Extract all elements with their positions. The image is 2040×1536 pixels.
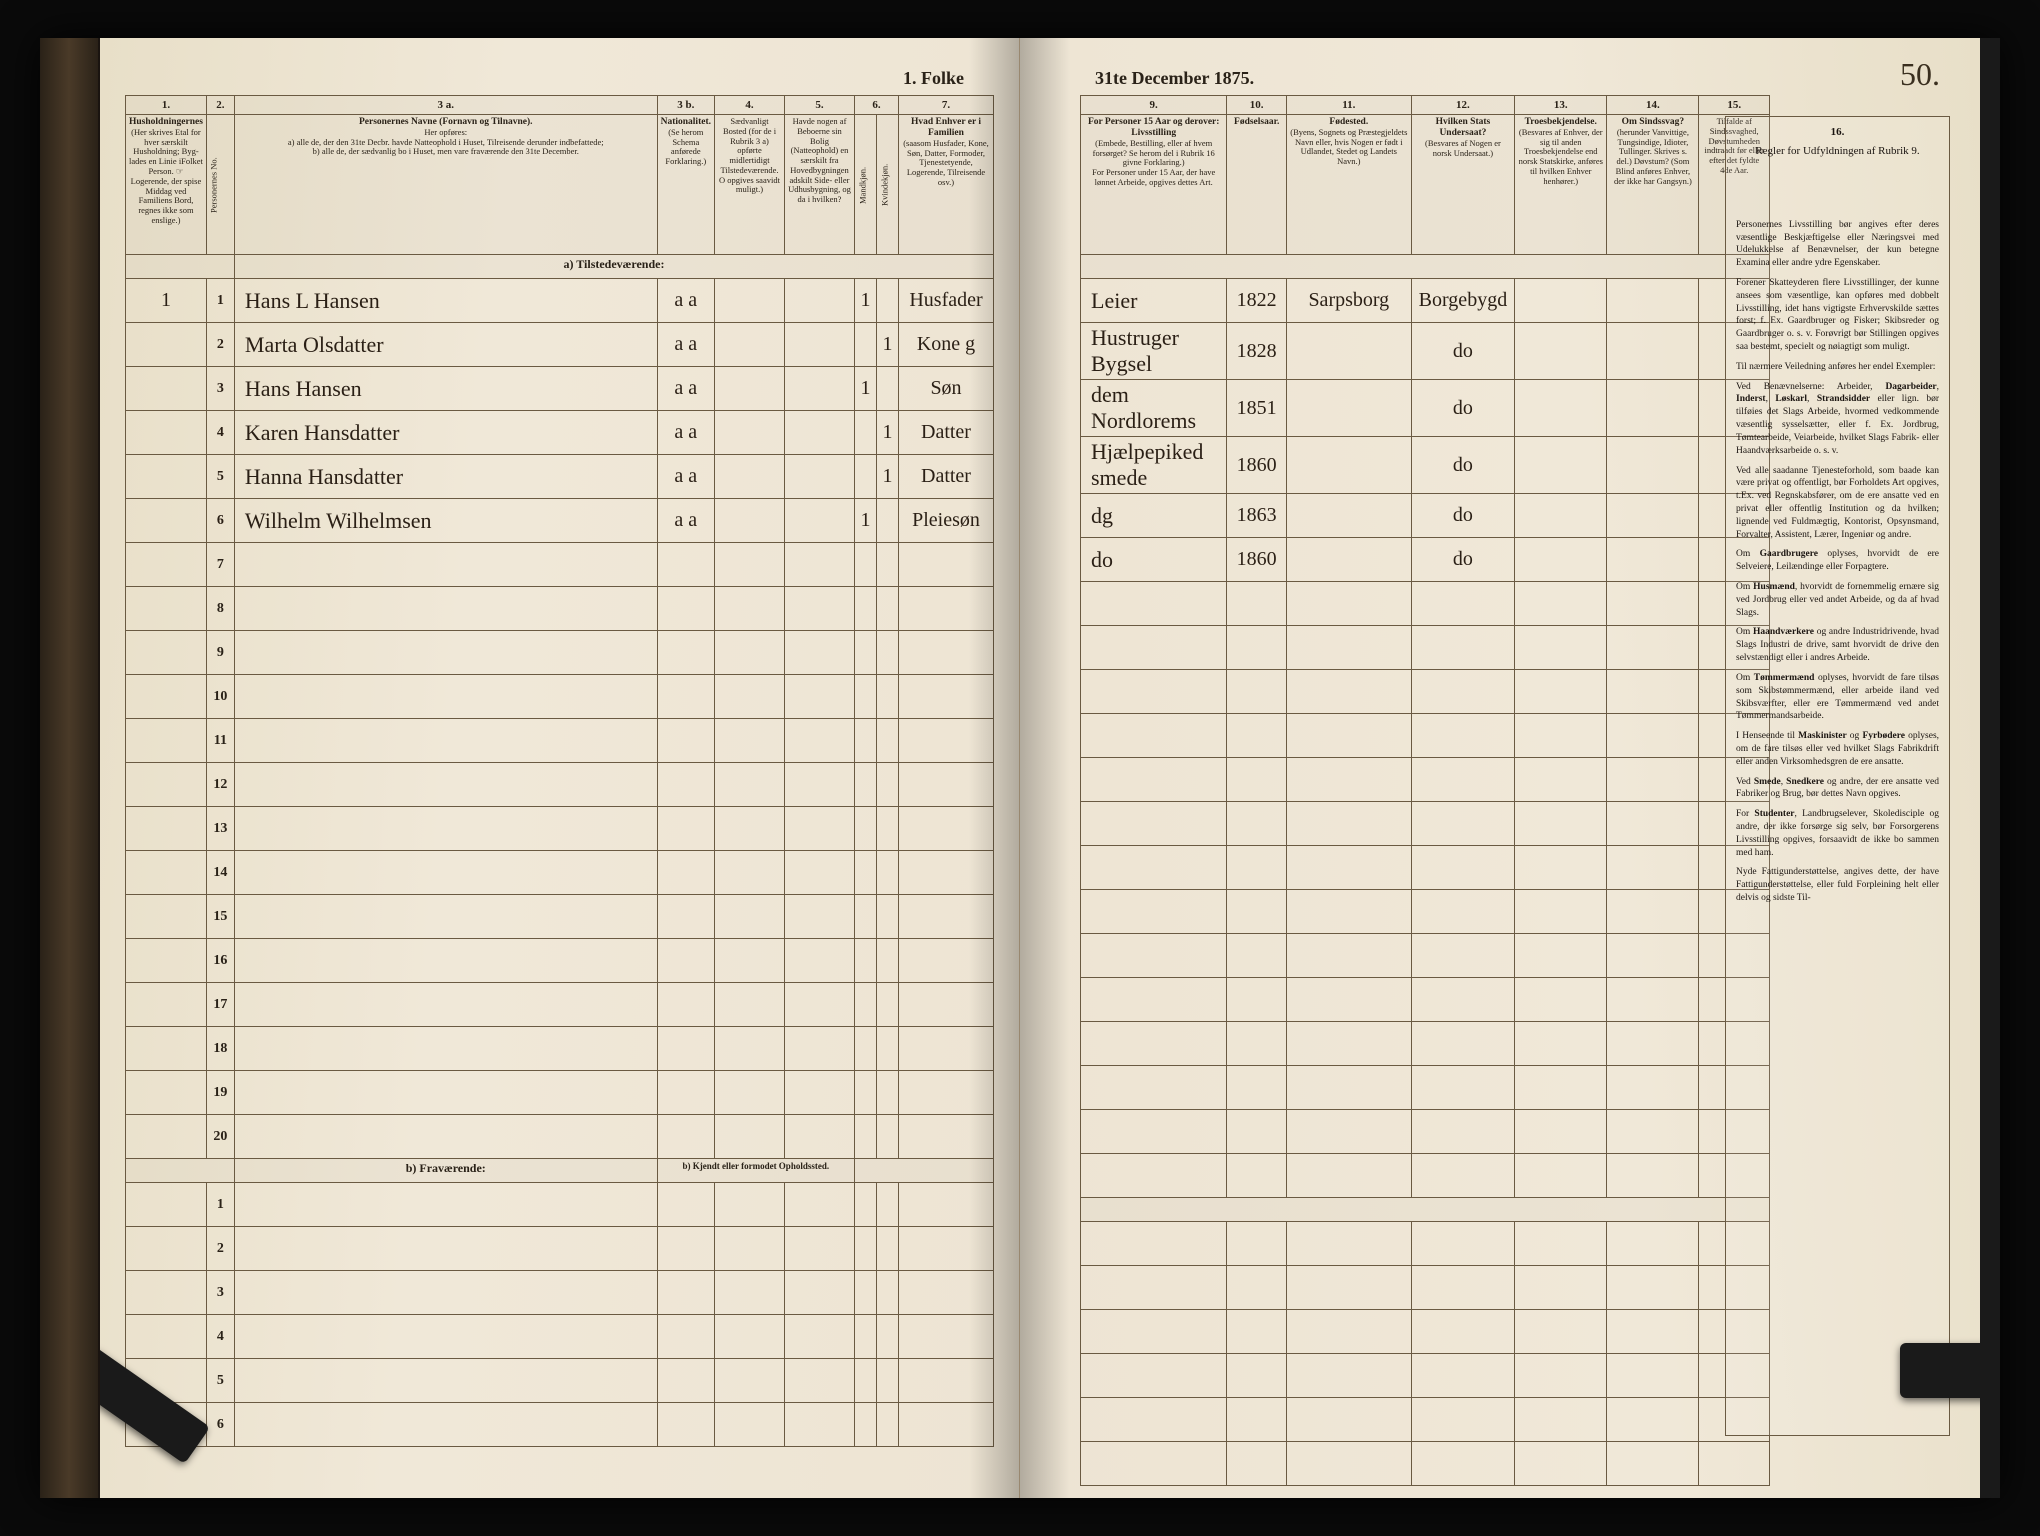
table-row: 3 Hans Hansena a 1Søn (126, 367, 994, 411)
colnum: 11. (1286, 96, 1411, 115)
header-cell: Mandkjøn. (855, 115, 877, 255)
header-cell: Troesbekjendelse.(Besvares af Enhver, de… (1515, 115, 1607, 255)
rules-paragraph: I Henseende til Maskinister og Fyrbødere… (1736, 730, 1939, 768)
header-cell: Fødested.(Byens, Sognets og Præstegjelde… (1286, 115, 1411, 255)
census-ledger-book: 1. Folke 1. 2. 3 a. 3 b. 4. 5. 6. 7. Hus… (40, 38, 2000, 1498)
header-row: Husholdningernes(Her skrives Etal for hv… (126, 115, 994, 255)
rules-title: Regler for Udfyldningen af Rubrik 9. (1736, 144, 1939, 159)
colnum: 4. (715, 96, 785, 115)
rules-paragraph: Personernes Livsstilling bør angives eft… (1736, 219, 1939, 270)
header-cell: Nationalitet.(Se herom Schema anførede F… (657, 115, 714, 255)
table-row: 6 Wilhelm Wilhelmsena a 1Pleiesøn (126, 499, 994, 543)
colnum: 5. (785, 96, 855, 115)
colnum: 3 b. (657, 96, 714, 115)
table-row: 11 Hans L Hansena a 1Husfader (126, 279, 994, 323)
header-cell: For Personer 15 Aar og derover: Livsstil… (1081, 115, 1227, 255)
rules-paragraph: Om Gaardbrugere oplyses, hvorvidt de ere… (1736, 548, 1939, 574)
header-cell: Havde nogen af Beboerne sin Bolig (Natte… (785, 115, 855, 255)
table-row: Leier1822 SarpsborgBorgebygd (1081, 279, 1770, 323)
colnum: 9. (1081, 96, 1227, 115)
table-row: do1860 do (1081, 538, 1770, 582)
binder-clip-icon (1900, 1343, 1980, 1398)
colnum: 13. (1515, 96, 1607, 115)
colnum: 2. (206, 96, 234, 115)
section-b2-label: b) Kjendt eller formodet Opholdssted. (657, 1159, 854, 1183)
table-row: dem Nordlorems1851 do (1081, 380, 1770, 437)
rules-paragraph: Ved alle saadanne Tjenesteforhold, som b… (1736, 465, 1939, 542)
section-b-label: b) Fraværende: (234, 1159, 657, 1183)
table-row: 5 Hanna Hansdattera a 1Datter (126, 455, 994, 499)
page-title-left: 1. Folke (125, 68, 994, 89)
colnum: 14. (1607, 96, 1699, 115)
page-title-right: 31te December 1875. (1045, 68, 1955, 89)
book-binding (40, 38, 100, 1498)
right-ledger-table: 9. 10. 11. 12. 13. 14. 15. For Personer … (1080, 95, 1770, 1486)
colnum: 1. (126, 96, 207, 115)
table-row: 2 Marta Olsdattera a 1Kone g (126, 323, 994, 367)
header-cell: Personernes Navne (Fornavn og Tilnavne).… (234, 115, 657, 255)
rules-paragraph: Ved Benævnelserne: Arbeider, Dagarbeider… (1736, 381, 1939, 458)
header-cell: Hvilken Stats Undersaat?(Besvares af Nog… (1411, 115, 1515, 255)
rules-paragraph: Om Haandværkere og andre Industridrivend… (1736, 626, 1939, 664)
header-cell: Sædvanligt Bosted (for de i Rubrik 3 a) … (715, 115, 785, 255)
section-a-label: a) Tilstedeværende: (234, 255, 993, 279)
colnum: 10. (1227, 96, 1287, 115)
left-ledger-table: 1. 2. 3 a. 3 b. 4. 5. 6. 7. Husholdninge… (125, 95, 994, 1447)
rules-paragraph: Om Tømmermænd oplyses, hvorvidt de fare … (1736, 672, 1939, 723)
rules-paragraph: Ved Smede, Snedkere og andre, der ere an… (1736, 776, 1939, 802)
rules-paragraph: Til nærmere Veiledning anføres her endel… (1736, 361, 1939, 374)
table-row: dg1863 do (1081, 494, 1770, 538)
rules-column: 16. Regler for Udfyldningen af Rubrik 9.… (1725, 116, 1950, 1436)
header-cell: Om Sindssvag?(herunder Vanvittige, Tungs… (1607, 115, 1699, 255)
rules-paragraph: Forener Skatteyderen flere Livsstillinge… (1736, 277, 1939, 354)
header-cell: Husholdningernes(Her skrives Etal for hv… (126, 115, 207, 255)
header-cell: Personernes No. (206, 115, 234, 255)
colnum: 15. (1699, 96, 1770, 115)
header-cell: Hvad Enhver er i Familien(saasom Husfade… (899, 115, 994, 255)
left-page: 1. Folke 1. 2. 3 a. 3 b. 4. 5. 6. 7. Hus… (100, 38, 1020, 1498)
table-row: 4 Karen Hansdattera a 1Datter (126, 411, 994, 455)
header-cell: Fødselsaar. (1227, 115, 1287, 255)
table-row: Hustruger Bygsel1828 do (1081, 323, 1770, 380)
table-row: Hjælpepiked smede1860 do (1081, 437, 1770, 494)
column-number-row: 1. 2. 3 a. 3 b. 4. 5. 6. 7. (126, 96, 994, 115)
right-page: 50. 31te December 1875. 9. 10. 11. 12. 1… (1020, 38, 1980, 1498)
header-cell: Kvindekjøn. (877, 115, 899, 255)
page-number: 50. (1900, 56, 1940, 93)
colnum: 12. (1411, 96, 1515, 115)
rules-paragraph: Om Husmænd, hvorvidt de fornemmelig ernæ… (1736, 581, 1939, 619)
rules-paragraph: Nyde Fattigunderstøttelse, angives dette… (1736, 866, 1939, 904)
rules-paragraph: For Studenter, Landbrugselever, Skoledis… (1736, 808, 1939, 859)
colnum: 6. (855, 96, 899, 115)
colnum: 7. (899, 96, 994, 115)
colnum: 3 a. (234, 96, 657, 115)
